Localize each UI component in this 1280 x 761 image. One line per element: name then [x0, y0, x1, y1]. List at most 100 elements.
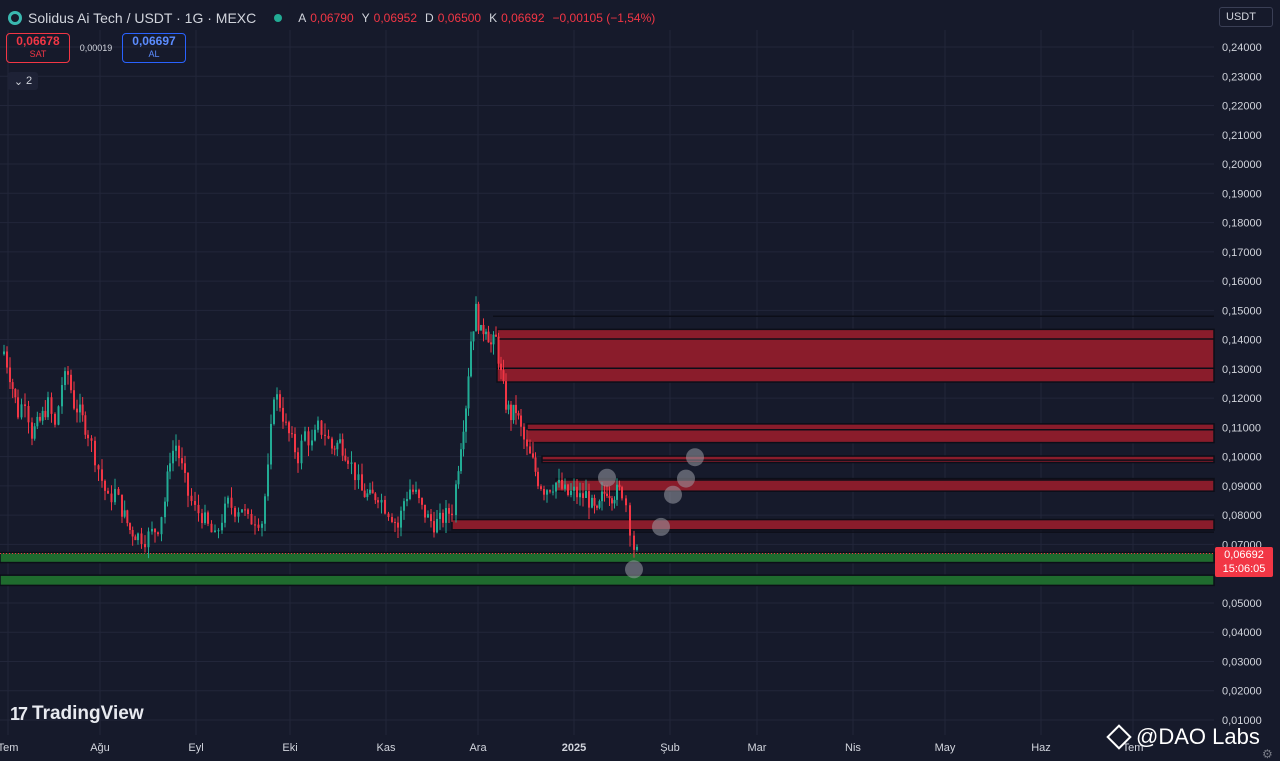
candle-body [33, 426, 36, 439]
candle-body [67, 371, 69, 375]
candle-body [391, 517, 393, 522]
candle-body [288, 422, 290, 434]
candle-body [104, 480, 106, 491]
candle-body [154, 528, 156, 533]
candle-body [606, 493, 608, 496]
candle-body [520, 415, 522, 427]
candle-body [517, 413, 520, 416]
candle-body [6, 351, 8, 368]
candle-body [442, 512, 444, 523]
current-price-label: 0,06692 15:06:05 [1215, 547, 1273, 577]
candle-body [537, 471, 539, 487]
candle-body [166, 471, 169, 502]
candle-body [546, 490, 548, 495]
candle-body [336, 442, 339, 450]
candle-body [451, 513, 453, 516]
candle-body [172, 450, 174, 464]
candle-body [515, 404, 517, 414]
candle-body [181, 458, 183, 464]
candle-body [482, 325, 485, 335]
candle-body [512, 404, 515, 421]
candle-body [151, 528, 153, 532]
candle-body [94, 440, 96, 466]
dao-labs-watermark: @DAO Labs [1106, 724, 1260, 750]
candle-body [570, 490, 572, 495]
sell-button[interactable]: 0,06678 SAT [6, 33, 70, 63]
candle-body [87, 434, 89, 439]
candle-body [285, 421, 287, 423]
candle-body [394, 521, 396, 523]
candle-body [430, 514, 432, 522]
candle-body [460, 449, 462, 472]
projection-point [652, 517, 670, 536]
candle-body [455, 484, 457, 516]
candle-body [267, 464, 269, 497]
candle-body [204, 512, 206, 524]
resistance-zone [451, 518, 1215, 531]
candle-body [24, 404, 26, 407]
candle-body [636, 546, 638, 550]
indicators-toggle-button[interactable]: ⌄ 2 [8, 72, 38, 90]
symbol-logo-icon [8, 11, 22, 25]
candle-body [480, 325, 482, 331]
open-key: A [298, 11, 307, 25]
candle-body [84, 415, 87, 435]
buy-button[interactable]: 0,06697 AL [122, 33, 186, 63]
current-price-value: 0,06692 [1224, 549, 1264, 561]
y-tick-label: 0,17000 [1222, 247, 1262, 259]
currency-select[interactable]: USDT [1219, 7, 1273, 27]
candle-body [11, 382, 14, 389]
y-tick-label: 0,24000 [1222, 42, 1262, 54]
candle-body [601, 491, 603, 502]
candle-body [123, 510, 126, 517]
candle-body [472, 331, 475, 342]
candle-body [540, 486, 542, 489]
market-open-icon [274, 14, 283, 22]
candle-body [187, 472, 189, 496]
candle-body [448, 508, 450, 514]
candle-body [217, 530, 220, 532]
candle-body [117, 488, 120, 495]
candle-body [282, 407, 284, 422]
candle-body [384, 499, 386, 514]
candle-body [534, 457, 537, 472]
candle-body [273, 399, 275, 424]
candle-body [344, 455, 347, 461]
x-tick-label: 2025 [562, 742, 586, 754]
candle-body [462, 431, 465, 450]
candle-body [433, 521, 435, 533]
candle-body [64, 371, 66, 386]
candle-body [61, 385, 63, 407]
candle-body [457, 471, 460, 485]
candle-body [291, 433, 293, 435]
candle-body [576, 486, 578, 498]
candle-body [485, 331, 487, 335]
candle-body [169, 463, 171, 472]
candle-body [549, 490, 551, 492]
candle-body [73, 390, 75, 409]
candle-body [347, 460, 349, 464]
candle-body [439, 512, 441, 519]
candle-body [144, 543, 146, 548]
chevron-down-icon: ⌄ [13, 75, 24, 88]
x-tick-label: Ağu [90, 742, 110, 754]
candle-body [406, 498, 408, 502]
candle-body [618, 484, 621, 488]
y-tick-label: 0,02000 [1222, 686, 1262, 698]
candle-body [470, 341, 472, 377]
candle-body [613, 499, 616, 504]
candle-body [324, 434, 326, 436]
candle-body [234, 507, 236, 517]
candle-body [241, 509, 243, 513]
candle-body [427, 514, 429, 518]
tradingview-logo[interactable]: 17 TradingView [10, 703, 144, 725]
symbol-title[interactable]: Solidus Ai Tech / USDT · 1G · MEXC [28, 10, 257, 26]
candle-body [445, 508, 447, 523]
candle-body [47, 397, 49, 418]
candle-body [317, 420, 319, 430]
candle-body [327, 435, 330, 439]
settings-gear-icon[interactable]: ⚙ [1262, 747, 1273, 761]
candle-body [237, 512, 240, 517]
candle-body [608, 495, 611, 499]
